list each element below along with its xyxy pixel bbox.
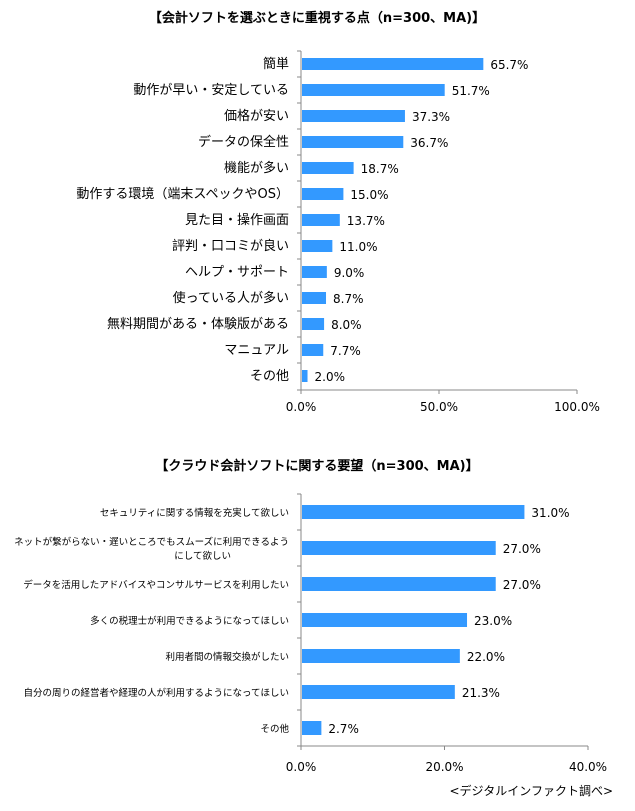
data-label: 37.3% bbox=[412, 110, 450, 124]
data-label: 31.0% bbox=[531, 506, 569, 520]
x-tick-label: 50.0% bbox=[420, 400, 458, 414]
bar bbox=[302, 370, 308, 382]
bar bbox=[302, 214, 340, 226]
category-label: データの保全性 bbox=[198, 134, 289, 150]
category-label: 利用者間の情報交換がしたい bbox=[165, 651, 289, 663]
category-label: その他 bbox=[250, 369, 289, 384]
data-label: 11.0% bbox=[339, 240, 377, 254]
data-label: 9.0% bbox=[334, 266, 365, 280]
data-label: 21.3% bbox=[462, 686, 500, 700]
x-tick-label: 100.0% bbox=[554, 400, 600, 414]
category-label: 価格が安い bbox=[224, 108, 289, 124]
category-label: その他 bbox=[260, 723, 289, 735]
category-label: マニュアル bbox=[224, 343, 289, 358]
chart-title: 【クラウド会計ソフトに関する要望（n=300、MA)】 bbox=[155, 458, 478, 474]
bar bbox=[302, 505, 525, 519]
category-label: 動作が早い・安定している bbox=[133, 83, 289, 98]
bar bbox=[302, 240, 333, 252]
category-label: データを活用したアドバイスやコンサルサービスを利用したい bbox=[23, 579, 289, 591]
x-tick-label: 0.0% bbox=[286, 760, 317, 774]
bar bbox=[302, 649, 460, 663]
category-label: 自分の周りの経営者や経理の人が利用するようになってほしい bbox=[23, 687, 289, 699]
bar bbox=[302, 162, 354, 174]
data-label: 36.7% bbox=[410, 136, 448, 150]
bar bbox=[302, 110, 405, 122]
category-label: 動作する環境（端末スペックやOS） bbox=[76, 187, 289, 202]
bar bbox=[302, 344, 324, 356]
bar bbox=[302, 318, 325, 330]
category-label: ヘルプ・サポート bbox=[185, 265, 289, 280]
data-label: 8.0% bbox=[331, 318, 362, 332]
source-note: <デジタルインファクト調べ> bbox=[449, 784, 613, 798]
data-label: 18.7% bbox=[361, 162, 399, 176]
data-label: 23.0% bbox=[474, 614, 512, 628]
x-tick-label: 0.0% bbox=[286, 400, 317, 414]
data-label: 15.0% bbox=[350, 188, 388, 202]
category-label: 無料期間がある・体験版がある bbox=[107, 317, 289, 332]
category-label: 見た目・操作画面 bbox=[185, 212, 289, 228]
bar bbox=[302, 721, 322, 735]
category-label: 簡単 bbox=[263, 56, 289, 72]
bar bbox=[302, 613, 468, 627]
data-label: 7.7% bbox=[330, 344, 361, 358]
data-label: 27.0% bbox=[503, 578, 541, 592]
bar bbox=[302, 136, 404, 148]
data-label: 8.7% bbox=[333, 292, 364, 306]
bar bbox=[302, 58, 484, 70]
category-label: 機能が多い bbox=[224, 160, 289, 176]
x-tick-label: 20.0% bbox=[425, 760, 463, 774]
data-label: 65.7% bbox=[490, 58, 528, 72]
x-tick-label: 40.0% bbox=[569, 760, 607, 774]
bar bbox=[302, 84, 445, 96]
category-label: 多くの税理士が利用できるようになってほしい bbox=[90, 615, 289, 627]
category-label: にして欲しい bbox=[174, 550, 231, 562]
bar bbox=[302, 577, 496, 591]
category-label: 使っている人が多い bbox=[173, 290, 289, 306]
bar bbox=[302, 188, 344, 200]
data-label: 22.0% bbox=[467, 650, 505, 664]
category-label: 評判・口コミが良い bbox=[172, 238, 289, 254]
bar bbox=[302, 292, 327, 304]
bar bbox=[302, 541, 496, 555]
bar bbox=[302, 685, 455, 699]
category-label: セキュリティに関する情報を充実して欲しい bbox=[100, 507, 289, 519]
data-label: 2.0% bbox=[315, 370, 346, 384]
data-label: 51.7% bbox=[452, 84, 490, 98]
data-label: 27.0% bbox=[503, 542, 541, 556]
bar bbox=[302, 266, 327, 278]
data-label: 13.7% bbox=[347, 214, 385, 228]
chart-title: 【会計ソフトを選ぶときに重視する点（n=300、MA)】 bbox=[149, 10, 485, 26]
data-label: 2.7% bbox=[328, 722, 359, 736]
category-label: ネットが繋がらない・遅いところでもスムーズに利用できるよう bbox=[14, 536, 289, 548]
